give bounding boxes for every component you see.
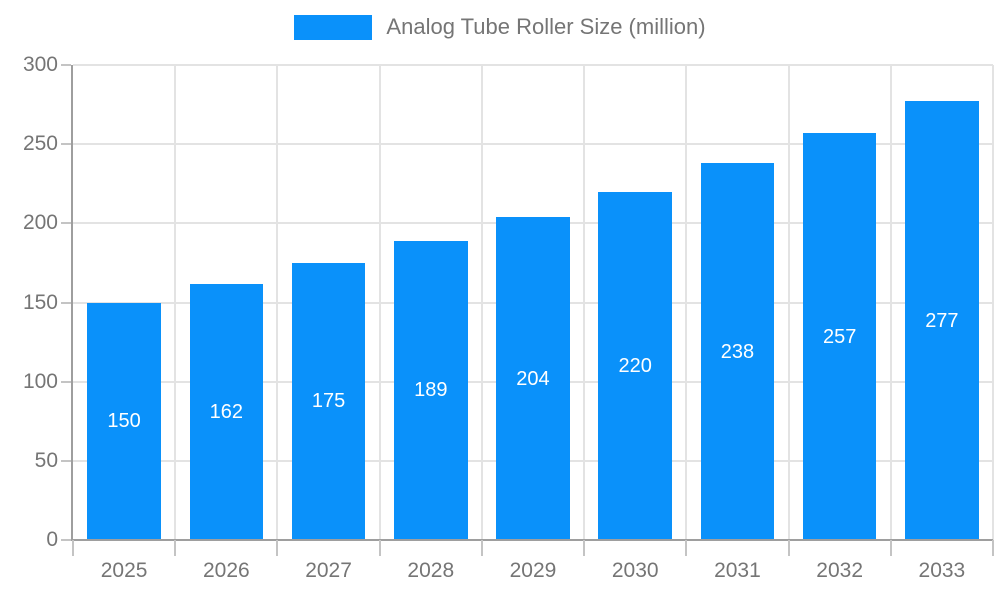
bar [393, 240, 468, 540]
y-tick-mark [61, 64, 71, 66]
x-tick-label: 2025 [100, 559, 148, 582]
y-tick-label: 150 [22, 290, 58, 314]
v-gridline [276, 65, 279, 540]
x-tick-label: 2026 [202, 559, 250, 582]
x-tick-label: 2031 [714, 559, 761, 582]
bar [905, 101, 979, 540]
y-tick-mark [61, 459, 71, 462]
v-gridline [174, 65, 177, 540]
bar-value-label: 150 [107, 410, 141, 433]
x-tick-label: 2032 [816, 559, 864, 582]
v-gridline [889, 65, 892, 540]
bar-value-label: 162 [209, 400, 244, 423]
x-axis-line [63, 539, 993, 541]
y-tick-label: 200 [22, 211, 58, 235]
y-tick-label: 100 [22, 369, 58, 393]
bar-value-label: 238 [720, 340, 755, 363]
x-tick-mark [685, 540, 688, 556]
h-gridline [73, 64, 993, 66]
v-gridline [685, 65, 688, 540]
bar-value-label: 257 [822, 325, 857, 348]
plot-area: 150 162 175 189 204 220 238 257 277 [73, 64, 994, 540]
bar-value-label: 189 [414, 379, 448, 402]
x-tick-mark [72, 540, 74, 556]
y-tick-mark [61, 143, 71, 146]
x-tick-mark [378, 540, 381, 556]
bar [496, 217, 570, 540]
v-gridline [480, 65, 483, 540]
legend-swatch [294, 14, 373, 40]
x-tick-mark [992, 540, 994, 556]
x-tick-label: 2030 [611, 559, 659, 582]
x-tick-label: 2027 [305, 559, 352, 582]
bar-value-label: 175 [311, 390, 346, 413]
legend[interactable]: Analog Tube Roller Size (million) [0, 14, 1000, 40]
h-gridline [73, 143, 993, 146]
bar [598, 191, 673, 540]
y-tick-label: 0 [46, 528, 58, 551]
x-tick-label: 2028 [407, 559, 455, 582]
y-tick-label: 250 [22, 132, 58, 156]
y-tick-mark [61, 222, 71, 225]
bar [700, 163, 775, 540]
x-tick-mark [787, 540, 790, 556]
bar [291, 262, 366, 540]
y-tick-label: 50 [34, 448, 58, 472]
x-tick-label: 2033 [918, 559, 966, 582]
y-tick-mark [61, 380, 71, 383]
x-tick-label: 2029 [509, 559, 557, 582]
bar-value-label: 277 [925, 309, 959, 332]
v-gridline [992, 65, 994, 540]
x-tick-mark [480, 540, 483, 556]
y-tick-mark [61, 539, 71, 541]
bar-value-label: 220 [618, 354, 652, 377]
v-gridline [378, 65, 381, 540]
x-tick-mark [583, 540, 586, 556]
v-gridline [787, 65, 790, 540]
y-axis-line [71, 65, 73, 540]
y-tick-label: 300 [22, 53, 58, 76]
x-tick-mark [174, 540, 177, 556]
bar [802, 133, 877, 540]
legend-label: Analog Tube Roller Size (million) [386, 14, 706, 39]
bar [189, 283, 264, 540]
x-tick-mark [276, 540, 279, 556]
bar-value-label: 204 [516, 367, 550, 390]
bar [87, 302, 161, 540]
y-tick-mark [61, 301, 71, 304]
v-gridline [583, 65, 586, 540]
x-tick-mark [889, 540, 892, 556]
